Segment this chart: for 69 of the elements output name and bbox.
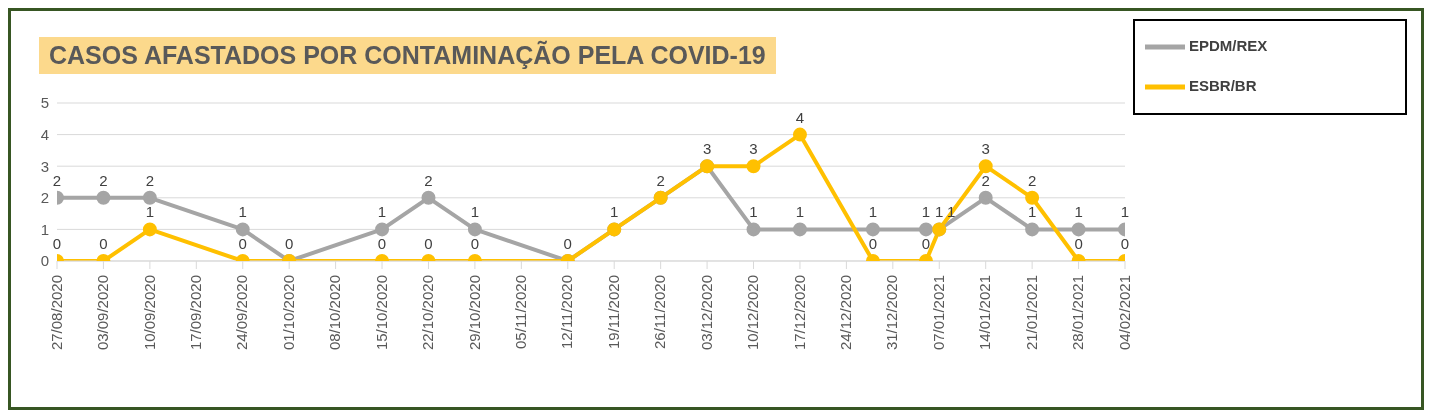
data-label: 2 bbox=[99, 171, 108, 189]
data-label: 3 bbox=[702, 140, 712, 158]
data-label: 0 bbox=[563, 235, 572, 252]
x-tick-label: 12/11/2020 bbox=[558, 275, 576, 349]
data-label: 0 bbox=[470, 235, 480, 252]
y-tick-label: 2 bbox=[40, 189, 49, 207]
x-tick-label: 28/01/2021 bbox=[1069, 275, 1087, 351]
x-tick-label: 26/11/2020 bbox=[651, 275, 669, 349]
data-label: 2 bbox=[424, 171, 433, 189]
data-label: 1 bbox=[921, 203, 931, 221]
x-tick-label: 07/01/2021 bbox=[929, 275, 947, 351]
data-label: 3 bbox=[981, 140, 990, 158]
x-tick-label: 03/09/2020 bbox=[94, 275, 112, 351]
data-label: 0 bbox=[52, 235, 62, 252]
x-tick-label: 05/11/2020 bbox=[512, 275, 529, 349]
x-tick-label: 10/09/2020 bbox=[140, 275, 158, 351]
x-tick-label: 15/10/2020 bbox=[372, 275, 390, 351]
y-tick-label: 1 bbox=[40, 220, 49, 238]
x-tick-label: 01/10/2020 bbox=[279, 275, 297, 351]
y-tick-label: 3 bbox=[40, 157, 49, 175]
y-tick-label: 4 bbox=[40, 125, 49, 143]
data-label: 0 bbox=[424, 235, 433, 252]
y-tick-label: 5 bbox=[40, 94, 49, 112]
data-label: 0 bbox=[868, 235, 878, 252]
data-label: 0 bbox=[377, 235, 387, 252]
data-label: 1 bbox=[1120, 203, 1130, 221]
x-tick-label: 14/01/2021 bbox=[976, 275, 994, 351]
x-tick-label: 24/12/2020 bbox=[837, 275, 855, 351]
data-label: 1 bbox=[145, 203, 155, 221]
data-label: 0 bbox=[238, 235, 247, 252]
x-tick-label: 21/01/2021 bbox=[1022, 275, 1040, 351]
data-label: 3 bbox=[749, 140, 758, 158]
data-label: 1 bbox=[238, 203, 247, 221]
x-tick-label: 17/09/2020 bbox=[186, 275, 204, 351]
x-tick-label: 29/10/2020 bbox=[465, 275, 483, 351]
data-label: 2 bbox=[656, 171, 665, 189]
x-tick-label: 19/11/2020 bbox=[604, 275, 622, 349]
chart-title: CASOS AFASTADOS POR CONTAMINAÇÃO PELA COVID-19 bbox=[39, 37, 776, 74]
x-tick-label: 10/12/2020 bbox=[744, 275, 762, 351]
data-label: 0 bbox=[99, 235, 108, 252]
data-label: 0 bbox=[285, 235, 294, 252]
y-tick-label: 0 bbox=[40, 252, 49, 270]
data-label: 0 bbox=[1074, 235, 1083, 252]
data-label: 2 bbox=[1027, 171, 1037, 189]
x-tick-label: 17/12/2020 bbox=[790, 275, 808, 351]
data-label: 1 bbox=[935, 203, 944, 221]
x-tick-label: 03/12/2020 bbox=[697, 275, 715, 351]
legend-label: ESBR/BR bbox=[1189, 76, 1257, 94]
data-label: 2 bbox=[52, 171, 62, 189]
legend-label: EPDM/REX bbox=[1189, 36, 1268, 54]
data-label: 1 bbox=[470, 203, 480, 221]
data-label: 2 bbox=[145, 171, 155, 189]
x-tick-label: 31/12/2020 bbox=[883, 275, 901, 351]
data-label: 4 bbox=[795, 108, 805, 126]
data-label: 0 bbox=[921, 235, 931, 252]
x-tick-label: 24/09/2020 bbox=[233, 275, 251, 351]
data-label: 1 bbox=[377, 203, 387, 221]
x-tick-label: 22/10/2020 bbox=[419, 275, 437, 351]
data-label: 2 bbox=[981, 171, 990, 189]
data-label: 1 bbox=[868, 203, 878, 221]
x-tick-label: 04/02/2021 bbox=[1115, 275, 1133, 351]
data-label: 1 bbox=[749, 203, 758, 221]
x-tick-label: 08/10/2020 bbox=[326, 275, 344, 351]
data-label: 1 bbox=[610, 203, 619, 221]
data-label: 1 bbox=[1074, 203, 1083, 221]
data-label: 1 bbox=[1027, 203, 1037, 221]
data-label: 0 bbox=[1120, 235, 1130, 252]
x-tick-label: 27/08/2020 bbox=[47, 275, 65, 351]
data-label: 1 bbox=[795, 203, 805, 221]
